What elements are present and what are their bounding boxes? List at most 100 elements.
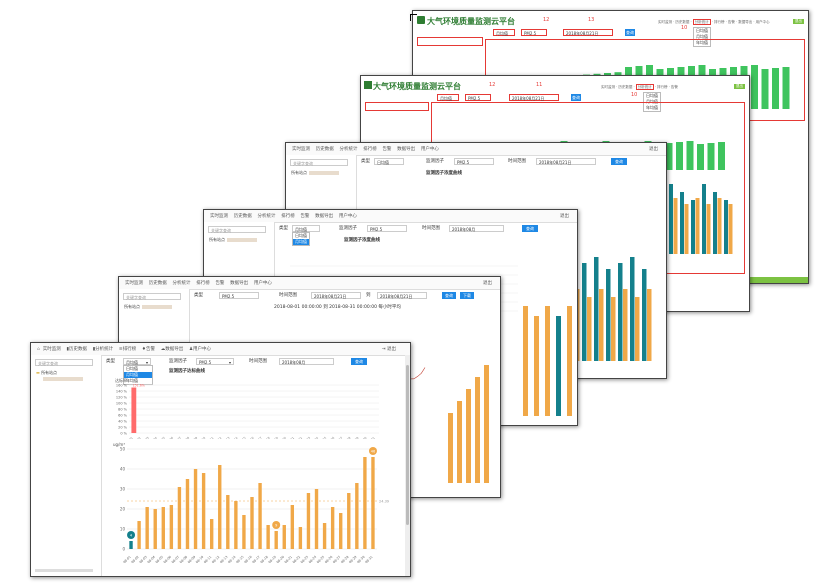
nav-item[interactable]: 实时监测 bbox=[292, 147, 310, 152]
nav-item-alarm[interactable]: 告警 bbox=[145, 347, 155, 352]
rnav-item[interactable]: 历史数据 bbox=[675, 20, 690, 24]
nav-item[interactable]: 告警 bbox=[300, 214, 310, 219]
menu-item[interactable]: 年均值 bbox=[696, 40, 708, 45]
rnav-item[interactable]: 历史数据 bbox=[618, 85, 633, 89]
time-end[interactable]: 2018年08月21日 bbox=[377, 292, 427, 299]
nav-item[interactable]: 历史数据 bbox=[148, 281, 167, 286]
nav-item-ranking[interactable]: 排行榜 bbox=[122, 347, 137, 352]
nav-item[interactable]: 历史数据 bbox=[315, 147, 334, 152]
nav-item[interactable]: 数据导出 bbox=[230, 281, 249, 286]
nav-item[interactable]: 实时监测 bbox=[210, 214, 228, 219]
tree-root[interactable]: 所有站点 bbox=[291, 170, 339, 176]
time-select[interactable]: 2018年08月21日 bbox=[563, 29, 613, 36]
rnav-item[interactable]: 告警 bbox=[727, 20, 735, 24]
nav-item[interactable]: 分析统计 bbox=[172, 281, 191, 286]
menu-item[interactable]: 日均值 bbox=[696, 28, 708, 33]
factor-select[interactable]: PM2.5 bbox=[367, 225, 407, 232]
search-input[interactable]: 关键字查询 bbox=[290, 159, 348, 166]
nav-item[interactable]: 数据导出 bbox=[397, 147, 416, 152]
menu-item-month[interactable]: 月均值 bbox=[124, 372, 152, 378]
time-start[interactable]: 2018年08月21日 bbox=[311, 292, 361, 299]
menu-item[interactable]: 年均值 bbox=[646, 105, 658, 110]
time-select[interactable]: 2018年08月21日 bbox=[509, 94, 559, 101]
menu-item[interactable]: 日均值 bbox=[295, 233, 307, 238]
type-select[interactable]: PM2.5 bbox=[219, 292, 259, 299]
nav-item-analysis[interactable]: 分析统计 bbox=[95, 347, 114, 352]
rnav-item[interactable]: 排行榜 bbox=[714, 20, 725, 24]
rnav-item[interactable]: 排行榜 bbox=[657, 85, 668, 89]
time-select[interactable]: 2018年08月 bbox=[449, 225, 504, 232]
menu-item[interactable]: 日均值 bbox=[646, 93, 658, 98]
query-button[interactable]: 查询 bbox=[625, 29, 635, 36]
rnav-item[interactable]: 数据导出 bbox=[738, 20, 753, 24]
nav-item[interactable]: 分析统计 bbox=[257, 214, 276, 219]
rnav-item[interactable]: 用户中心 bbox=[755, 20, 770, 24]
nav-item[interactable]: 分析统计 bbox=[339, 147, 358, 152]
type-select[interactable]: 月均值 bbox=[292, 225, 320, 232]
tree-child[interactable] bbox=[41, 376, 83, 381]
type-select-value: 月均值 bbox=[126, 360, 138, 365]
query-button[interactable]: 查询 bbox=[351, 358, 367, 365]
type-select[interactable]: 日均值 bbox=[374, 158, 404, 165]
vertical-scrollbar[interactable] bbox=[405, 355, 410, 576]
menu-item[interactable]: 月均值 bbox=[293, 239, 309, 245]
home-icon[interactable]: ⌂ bbox=[37, 347, 40, 352]
nav-item[interactable]: 历史数据 bbox=[233, 214, 252, 219]
small-y-tick: 80 % bbox=[118, 407, 128, 411]
type-select[interactable]: 月均值 ▾ bbox=[123, 358, 151, 365]
logout-button[interactable]: 退出 bbox=[734, 84, 745, 89]
query-button[interactable]: 查询 bbox=[571, 94, 581, 101]
menu-item[interactable]: 月均值 bbox=[696, 34, 708, 39]
rnav-item[interactable]: 实时监测 bbox=[658, 20, 672, 24]
tree-root[interactable]: ▬ 所有站点 bbox=[36, 370, 57, 376]
search-input[interactable]: 关键字查询 bbox=[35, 359, 93, 366]
nav-item[interactable]: 实时监测 bbox=[125, 281, 143, 286]
download-button[interactable]: 下载 bbox=[460, 292, 474, 299]
search-input[interactable]: 关键字查询 bbox=[123, 293, 181, 300]
nav-item[interactable]: 用户中心 bbox=[253, 281, 272, 286]
nav-item-realtime[interactable]: 实时监测 bbox=[42, 347, 61, 352]
query-button[interactable]: 查询 bbox=[442, 292, 456, 299]
menu-item[interactable]: 月均值 bbox=[646, 99, 658, 104]
type-select[interactable]: 月均值 bbox=[493, 29, 515, 36]
nav-item-user[interactable]: 用户中心 bbox=[192, 347, 211, 352]
query-button[interactable]: 查询 bbox=[611, 158, 627, 165]
logout-button[interactable]: 退出 bbox=[649, 147, 658, 152]
tree-root[interactable]: 所有站点 bbox=[209, 237, 257, 243]
y-tick-label: 0 bbox=[122, 547, 125, 552]
nav-item-export[interactable]: 数据导出 bbox=[165, 347, 184, 352]
menu-item-year[interactable]: 年均值 bbox=[126, 378, 138, 383]
factor-select[interactable]: PM2.5 bbox=[465, 94, 491, 101]
factor-select[interactable]: PM2.5 bbox=[454, 158, 494, 165]
query-button[interactable]: 查询 bbox=[522, 225, 538, 232]
nav-item[interactable]: 用户中心 bbox=[338, 214, 357, 219]
time-select[interactable]: 2018年08月21日 bbox=[536, 158, 596, 165]
factor-select[interactable]: PM2.5 ▾ bbox=[196, 358, 234, 365]
logout-button[interactable]: 退出 bbox=[793, 19, 804, 24]
nav-item[interactable]: 告警 bbox=[382, 147, 392, 152]
rnav-item[interactable]: 告警 bbox=[670, 85, 678, 89]
nav-item[interactable]: 告警 bbox=[215, 281, 225, 286]
nav-item[interactable]: 数据导出 bbox=[315, 214, 334, 219]
logout-button[interactable]: 退出 bbox=[560, 214, 569, 219]
logout-button[interactable]: ⇥ 退出 bbox=[382, 346, 396, 352]
hourly-title: 2018-08-01 00:00:00 到 2018-08-31 00:00:0… bbox=[274, 305, 401, 310]
small-y-tick: 120 % bbox=[116, 395, 128, 399]
type-select[interactable]: 月均值 bbox=[437, 94, 459, 101]
menu-item-day[interactable]: 日均值 bbox=[126, 366, 138, 371]
nav-item[interactable]: 用户中心 bbox=[420, 147, 439, 152]
rnav-item[interactable]: 分析统计 bbox=[692, 19, 711, 25]
tree-root[interactable]: 所有站点 bbox=[124, 304, 172, 310]
time-select[interactable]: 2018年08月 bbox=[279, 358, 334, 365]
rnav-item[interactable]: 分析统计 bbox=[635, 84, 654, 90]
search-input[interactable]: 关键字查询 bbox=[208, 226, 266, 233]
nav-item[interactable]: 排行榜 bbox=[196, 281, 210, 286]
nav-item[interactable]: 排行榜 bbox=[363, 147, 377, 152]
sidebar-hscroll[interactable] bbox=[35, 569, 93, 572]
logout-button[interactable]: 退出 bbox=[483, 281, 492, 286]
scroll-thumb[interactable] bbox=[406, 365, 409, 525]
nav-item-history[interactable]: 历史数据 bbox=[68, 347, 87, 352]
rnav-item[interactable]: 实时监测 bbox=[601, 85, 615, 89]
nav-item[interactable]: 排行榜 bbox=[281, 214, 295, 219]
factor-select[interactable]: PM2.5 bbox=[521, 29, 547, 36]
